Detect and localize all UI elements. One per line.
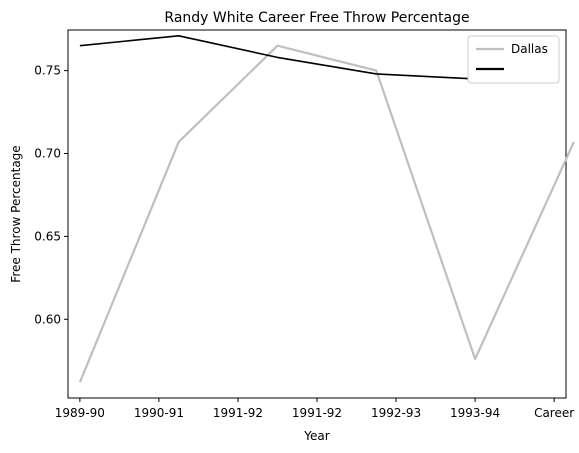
x-tick-label: 1990-91: [134, 406, 184, 420]
x-tick-label: Career: [534, 406, 574, 420]
y-tick-label: 0.70: [34, 146, 61, 160]
x-axis-ticks: 1989-90 1990-91 1991-92 1991-92 1992-93 1993-…: [55, 398, 574, 420]
x-tick-label: 1991-92: [292, 406, 342, 420]
chart-title: Randy White Career Free Throw Percentage: [164, 10, 469, 26]
x-tick-label: 1989-90: [55, 406, 105, 420]
y-axis-label: Free Throw Percentage: [9, 145, 23, 282]
x-tick-label: 1992-93: [371, 406, 421, 420]
x-axis-label: Year: [303, 429, 329, 443]
series-layer: [78, 34, 575, 383]
series-line-1: [79, 34, 476, 80]
legend-entry-label: Dallas: [511, 42, 548, 56]
y-axis-ticks: 0.60 0.65 0.70 0.75: [34, 64, 68, 326]
x-tick-label: 1991-92: [213, 406, 263, 420]
series-line-0: [78, 44, 575, 383]
y-tick-label: 0.75: [34, 64, 61, 78]
y-tick-label: 0.65: [34, 229, 61, 243]
legend: Dallas: [467, 35, 560, 84]
plot-area: [67, 29, 567, 399]
y-tick-label: 0.60: [34, 312, 61, 326]
x-tick-label: 1993-94: [450, 406, 500, 420]
legend-box: [467, 35, 560, 84]
